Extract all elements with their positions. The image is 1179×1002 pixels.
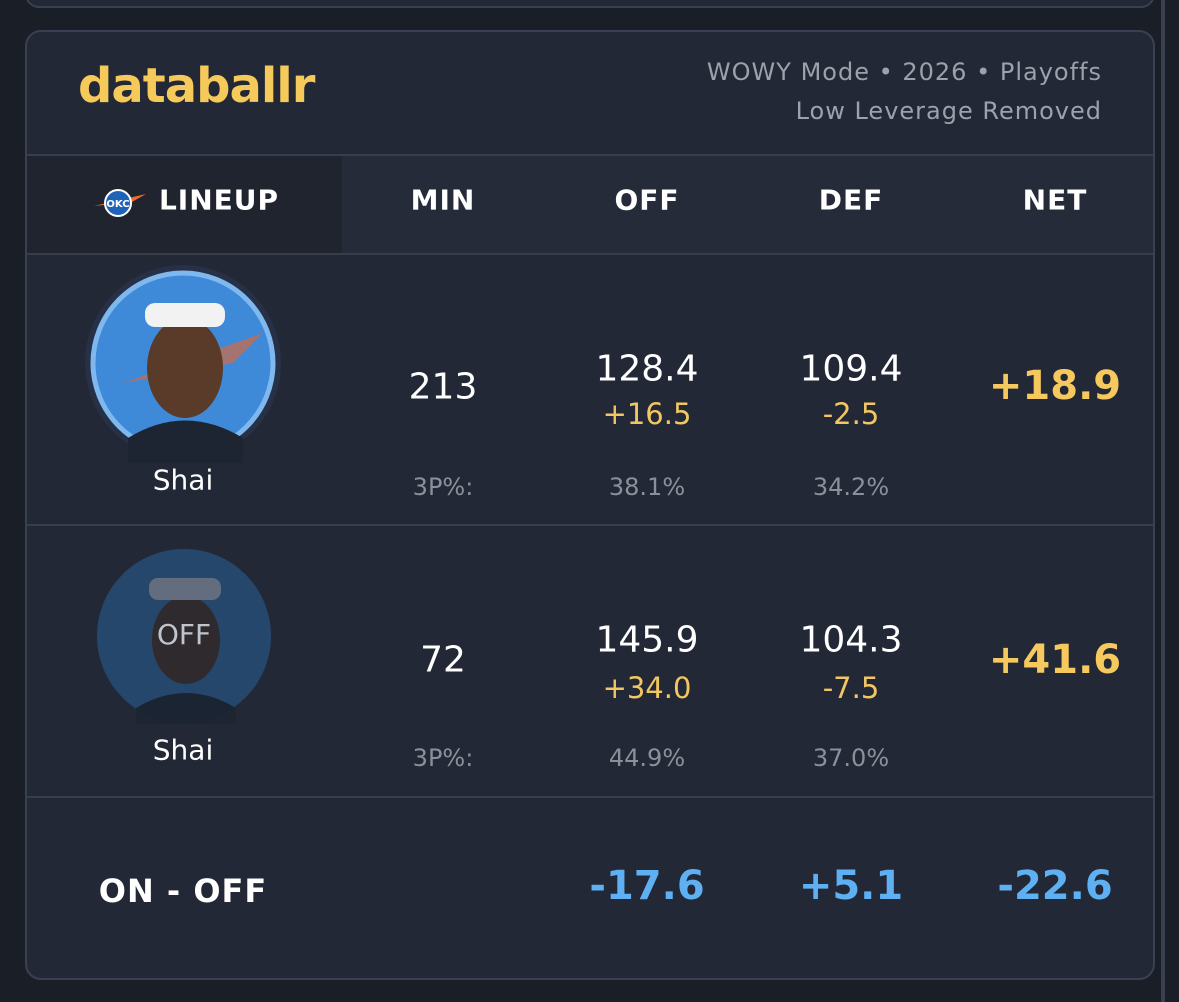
logo: databallr (78, 58, 315, 114)
lineup-header-cell (27, 155, 342, 254)
def-3p: 34.2% (812, 473, 890, 501)
avatar-dim (97, 549, 271, 723)
avatar-jersey (128, 420, 243, 463)
net-rating: +41.6 (988, 637, 1122, 683)
column-header: DEF (818, 183, 884, 217)
off-badge: OFF (157, 618, 211, 651)
player-name: Shai (152, 463, 214, 497)
threept-label: 3P%: (412, 473, 474, 501)
minutes: 213 (408, 366, 478, 408)
team-logo: OKC (94, 189, 146, 217)
mode-line: WOWY Mode • 2026 • Playoffs (706, 58, 1102, 86)
player-avatar-off: OFF (97, 549, 271, 724)
threept-label: 3P%: (412, 744, 474, 772)
def-3p: 37.0% (812, 744, 890, 772)
scrollbar (1161, 0, 1165, 1002)
card (25, 30, 1155, 980)
def-diff: -7.5 (822, 671, 880, 705)
off-diff: +16.5 (602, 397, 692, 431)
def-rating: 104.3 (799, 619, 903, 661)
avatar-head (152, 596, 220, 684)
off-rating: 128.4 (595, 348, 699, 390)
divider (27, 524, 1153, 526)
column-header: LINEUP (158, 183, 280, 217)
off-3p: 38.1% (608, 473, 686, 501)
avatar-headband (149, 578, 221, 600)
avatar-headband (145, 303, 225, 327)
on-off-value: -22.6 (997, 863, 1113, 909)
player-avatar (85, 265, 281, 463)
on-off-value: +5.1 (798, 863, 904, 909)
on-off-value: -17.6 (589, 863, 705, 909)
previous-card (25, 0, 1155, 8)
logo-text: OKC (106, 199, 129, 210)
logo-disc (104, 189, 132, 217)
divider (27, 154, 1153, 156)
def-rating: 109.4 (799, 348, 903, 390)
subtitle: Low Leverage Removed (795, 97, 1102, 125)
player-name: Shai (152, 733, 214, 767)
def-diff: -2.5 (822, 397, 880, 431)
off-diff: +34.0 (602, 671, 692, 705)
net-rating: +18.9 (988, 363, 1122, 409)
column-header: MIN (410, 183, 476, 217)
off-3p: 44.9% (608, 744, 686, 772)
avatar-head (147, 318, 223, 418)
divider (27, 253, 1153, 255)
avatar-jersey (136, 693, 236, 724)
minutes: 72 (420, 639, 466, 681)
on-off-label: ON - OFF (98, 872, 268, 910)
divider (27, 796, 1153, 798)
column-header: OFF (614, 183, 680, 217)
column-header: NET (1022, 183, 1088, 217)
off-rating: 145.9 (595, 619, 699, 661)
